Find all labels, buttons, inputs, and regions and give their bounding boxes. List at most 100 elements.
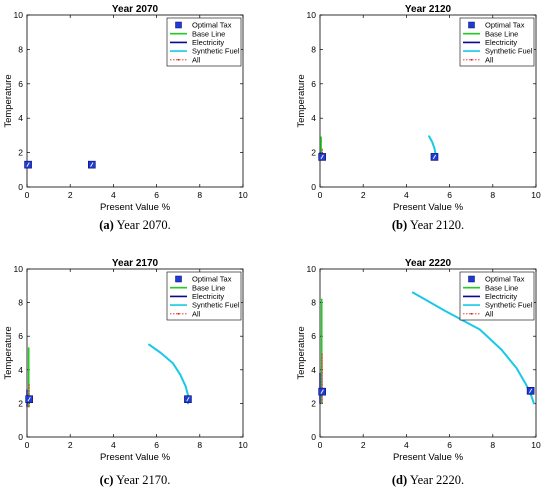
legend-label: Electricity (485, 292, 517, 301)
chart-panel-4: 0 2 4 6 8 10 0 2 4 6 8 10 Year 2220 Present Value % Te… (296, 258, 541, 463)
optimal-tax-marker-glyph (320, 389, 324, 394)
figure-caption: (c) Year 2170. (100, 473, 171, 487)
x-axis-label: Present Value % (393, 452, 464, 463)
panel-title: Year 2120 (405, 4, 452, 15)
legend-label: Optimal Tax (485, 21, 525, 30)
caption-letter: (c) (100, 473, 114, 487)
chart-panel-3: 0 2 4 6 8 10 0 2 4 6 8 10 Year 2170 Present Value % Te… (3, 258, 248, 463)
x-tick-label: 4 (404, 440, 409, 450)
x-tick-label: 0 (318, 440, 323, 450)
x-tick-label: 8 (490, 190, 495, 200)
y-axis-label: Temperature (296, 326, 307, 379)
legend-label: Synthetic Fuel (485, 301, 533, 310)
series-synthetic-fuel (411, 291, 535, 405)
x-axis-label: Present Value % (100, 202, 171, 213)
y-tick-label: 8 (18, 298, 23, 308)
y-tick-label: 0 (18, 432, 23, 442)
x-tick-label: 2 (68, 440, 73, 450)
x-tick-label: 8 (197, 440, 202, 450)
y-tick-label: 6 (18, 331, 23, 341)
legend-swatch-optimal-tax (175, 275, 182, 283)
x-tick-label: 4 (111, 190, 116, 200)
x-tick-label: 10 (531, 440, 541, 450)
x-tick-label: 4 (404, 190, 409, 200)
caption-text: Year 2220. (407, 473, 464, 487)
panel-title: Year 2170 (112, 258, 159, 269)
x-tick-label: 10 (531, 190, 541, 200)
y-axis-label: Temperature (296, 74, 307, 127)
x-tick-label: 8 (490, 440, 495, 450)
legend-label: Base Line (192, 29, 225, 38)
caption-letter: (a) (99, 218, 114, 232)
legend-swatch-optimal-tax (468, 275, 475, 283)
y-axis-label: Temperature (3, 326, 14, 379)
legend-label: Electricity (192, 38, 224, 47)
optimal-tax-marker-glyph (432, 154, 437, 160)
legend-label: All (192, 309, 201, 318)
legend-label: Base Line (192, 283, 225, 292)
legend-label: Synthetic Fuel (485, 47, 533, 56)
legend-label: Optimal Tax (485, 275, 525, 284)
y-tick-label: 2 (311, 148, 316, 158)
caption-letter: (b) (392, 218, 407, 232)
optimal-tax-marker-glyph (26, 162, 30, 167)
legend-label: Synthetic Fuel (192, 47, 240, 56)
figure-caption: (a) Year 2070. (99, 218, 171, 232)
panel-title: Year 2220 (405, 258, 452, 269)
y-tick-label: 2 (18, 398, 23, 408)
x-tick-label: 2 (361, 190, 366, 200)
y-tick-label: 8 (311, 298, 316, 308)
panel-title: Year 2070 (112, 4, 159, 15)
y-tick-label: 10 (307, 10, 317, 20)
legend-swatch-optimal-tax (175, 21, 182, 29)
legend-label: Synthetic Fuel (192, 301, 240, 310)
y-tick-label: 6 (311, 331, 316, 341)
y-tick-label: 0 (311, 182, 316, 192)
x-tick-label: 0 (25, 190, 30, 200)
optimal-tax-marker-glyph (529, 388, 533, 394)
y-tick-label: 0 (311, 432, 316, 442)
caption-text: Year 2120. (407, 218, 464, 232)
x-tick-label: 2 (68, 190, 73, 200)
legend-label: Electricity (192, 292, 224, 301)
chart-panel-2: 0 2 4 6 8 10 0 2 4 6 8 10 Year 2120 Present Value % Te… (296, 4, 541, 213)
y-tick-label: 6 (311, 79, 316, 89)
x-tick-label: 6 (154, 190, 159, 200)
legend-label: Base Line (485, 283, 518, 292)
legend-swatch-all-dot (470, 312, 473, 315)
legend-swatch-optimal-tax (468, 21, 475, 29)
x-tick-label: 6 (154, 440, 159, 450)
y-tick-label: 10 (14, 10, 24, 20)
caption-text: Year 2070. (114, 218, 171, 232)
y-tick-label: 4 (18, 113, 23, 123)
chart-panel-1: 0 2 4 6 8 10 0 2 4 6 8 10 Year 2070 Present Value % Te… (3, 4, 248, 213)
legend-label: Base Line (485, 29, 518, 38)
legend-label: All (485, 55, 494, 64)
caption-text: Year 2170. (113, 473, 170, 487)
series-synthetic-fuel (148, 343, 189, 405)
x-tick-label: 0 (25, 440, 30, 450)
x-tick-label: 0 (318, 190, 323, 200)
legend-swatch-all-dot (470, 58, 473, 61)
caption-letter: (d) (392, 473, 407, 487)
legend-label: Optimal Tax (192, 21, 232, 30)
y-tick-label: 10 (14, 264, 24, 274)
optimal-tax-marker-glyph (186, 396, 190, 402)
x-tick-label: 10 (238, 440, 248, 450)
y-tick-label: 4 (311, 113, 316, 123)
y-tick-label: 0 (18, 182, 23, 192)
x-tick-label: 4 (111, 440, 116, 450)
x-tick-label: 6 (447, 190, 452, 200)
y-tick-label: 8 (311, 44, 316, 54)
optimal-tax-marker-glyph (320, 154, 324, 160)
figure-caption: (d) Year 2220. (392, 473, 464, 487)
y-tick-label: 4 (18, 365, 23, 375)
y-tick-label: 2 (311, 398, 316, 408)
legend-label: Electricity (485, 38, 517, 47)
x-tick-label: 6 (447, 440, 452, 450)
y-tick-label: 8 (18, 44, 23, 54)
figure-caption: (b) Year 2120. (392, 218, 464, 232)
